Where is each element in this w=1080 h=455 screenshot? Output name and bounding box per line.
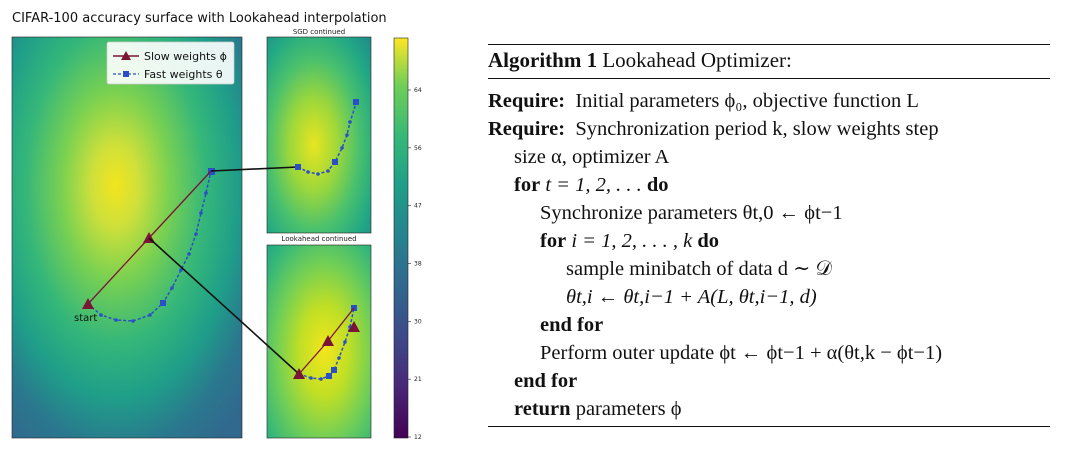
require-line-2: Require: Synchronization period k, slow … [488, 118, 939, 140]
fast-weights-marker [123, 71, 129, 77]
slow-weights-marker [121, 51, 131, 60]
end-for-inner: end for [540, 314, 604, 336]
algorithm-heading: Algorithm 1 Lookahead Optimizer: [488, 48, 792, 72]
start-label: start [74, 313, 97, 324]
figure-graphic: SGD continued Lookahead continued 64 56 47… [11, 28, 422, 441]
return-line: return parameters ϕ [514, 398, 682, 420]
main-heatmap [11, 36, 243, 439]
inner-update-line: θt,i ← θt,i−1 + A(L, θt,i−1, d) [566, 286, 817, 308]
colorbar-tick-label: 30 [414, 318, 422, 325]
colorbar [393, 37, 409, 439]
fast-weights-points [99, 168, 215, 323]
top-rule [488, 44, 1050, 45]
accuracy-surface-figure: CIFAR-100 accuracy surface with Lookahea… [0, 0, 470, 455]
end-for-outer: end for [514, 370, 578, 392]
slow-weight-start [82, 298, 94, 309]
lookahead-panel-title: Lookahead continued [281, 235, 356, 243]
sgd-panel-title: SGD continued [293, 28, 345, 36]
colorbar-tick-label: 64 [414, 87, 422, 94]
legend-fast-label: Fast weights θ [144, 68, 223, 81]
colorbar-tick-label: 38 [414, 261, 422, 268]
colorbar-tick-label: 12 [414, 434, 422, 441]
connector-sgd [210, 166, 299, 172]
colorbar-tick-label: 56 [414, 145, 422, 152]
colorbar-ticks: 64 56 47 38 30 21 12 [408, 87, 422, 441]
connector-lookahead [148, 237, 300, 375]
legend-slow-label: Slow weights ϕ [144, 50, 227, 63]
colorbar-tick-label: 47 [414, 203, 422, 210]
outer-update-line: Perform outer update ϕt ← ϕt−1 + α(θt,k … [540, 342, 943, 364]
bottom-rule [488, 426, 1050, 427]
sample-line: sample minibatch of data d ∼ 𝒟 [566, 258, 832, 280]
for-t-line: for t = 1, 2, . . . do [514, 174, 669, 196]
sgd-path [297, 101, 357, 175]
require-line-1: Require: Initial parameters ϕ₀, objectiv… [488, 90, 919, 112]
for-i-line: for i = 1, 2, . . . , k do [540, 230, 719, 252]
figure-title: CIFAR-100 accuracy surface with Lookahea… [12, 11, 387, 26]
sgd-heatmap [266, 36, 372, 234]
mid-rule [488, 78, 1050, 79]
require-line-2-cont: size α, optimizer A [514, 146, 670, 168]
lookahead-fast-path [298, 307, 355, 380]
colorbar-tick-label: 21 [414, 376, 422, 383]
lookahead-heatmap [266, 244, 372, 439]
sync-line: Synchronize parameters θt,0 ← ϕt−1 [540, 202, 843, 224]
sgd-points [295, 99, 359, 176]
legend: Slow weights ϕ Fast weights θ [106, 41, 235, 85]
